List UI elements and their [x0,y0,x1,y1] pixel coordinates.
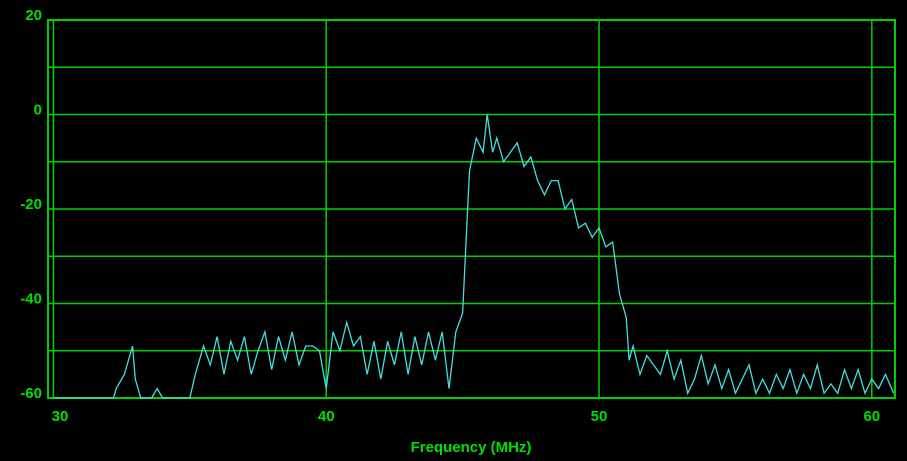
y-tick-label: -40 [20,290,42,307]
x-axis-label: Frequency (MHz) [411,439,532,456]
y-tick-label: 0 [34,101,42,118]
spectrum-line [53,114,895,399]
x-tick-label: 30 [52,408,69,425]
x-tick-label: 50 [591,408,608,425]
x-tick-label: 60 [863,408,880,425]
plot-border [47,19,896,399]
y-tick-label: 20 [25,7,42,24]
y-tick-label: -60 [20,385,42,402]
y-tick-label: -20 [20,196,42,213]
x-tick-label: 40 [318,408,335,425]
